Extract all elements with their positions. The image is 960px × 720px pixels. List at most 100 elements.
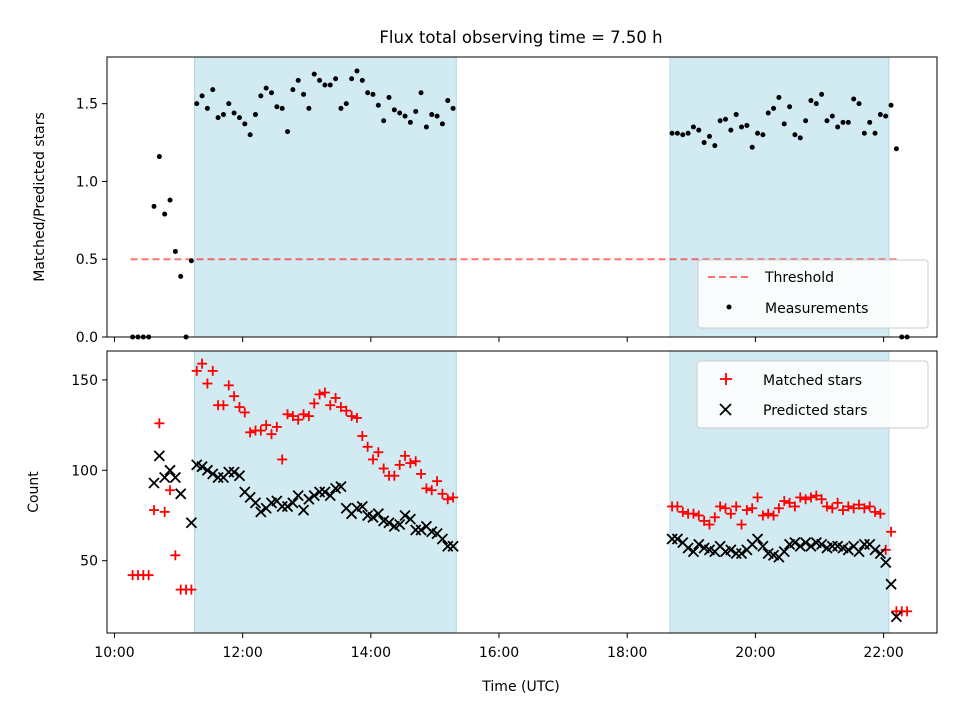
predicted-star-point <box>399 509 411 522</box>
predicted-star-cross-b <box>885 578 897 590</box>
predicted-star-cross-b <box>837 542 849 554</box>
measurement-point <box>781 121 787 127</box>
measurement-point <box>306 105 312 111</box>
count-legend-box <box>696 360 929 429</box>
predicted-star-cross-b <box>874 547 887 560</box>
predicted-star-cross-b <box>164 464 176 476</box>
matched-star-point <box>293 414 304 425</box>
x-tick-label: 18:00 <box>607 645 647 661</box>
predicted-star-point <box>671 533 684 545</box>
predicted-star-cross-b <box>714 540 726 552</box>
predicted-star-cross-b <box>415 524 427 536</box>
predicted-star-cross-b <box>319 486 331 498</box>
matched-star-point <box>886 526 897 537</box>
predicted-star-cross-b <box>693 538 705 551</box>
ratio-measurement-points <box>130 68 910 340</box>
shaded-interval <box>194 57 457 337</box>
measurement-point <box>391 107 397 113</box>
measurement-point <box>669 130 675 136</box>
measurement-point <box>274 104 280 110</box>
matched-star-point <box>709 512 720 523</box>
predicted-star-cross-b <box>255 506 267 518</box>
measurement-point <box>877 112 883 118</box>
matched-star-point <box>426 485 437 496</box>
predicted-star-cross-b <box>394 518 406 531</box>
count-y-axis-label: Count <box>26 471 42 513</box>
predicted-star-point <box>287 497 299 509</box>
predicted-star-cross-b <box>372 508 384 520</box>
predicted-star-point <box>869 544 881 556</box>
predicted-star-cross-b <box>303 493 315 505</box>
measurement-point <box>755 130 761 136</box>
predicted-star-cross-b <box>356 500 368 513</box>
measurement-point <box>407 119 413 125</box>
predicted-star-point <box>276 500 288 513</box>
measurement-point <box>338 105 344 111</box>
measurement-point <box>263 85 269 91</box>
measurement-point <box>728 127 734 133</box>
predicted-star-point <box>255 506 267 518</box>
y-tick-label: 0.0 <box>76 330 98 346</box>
matched-star-point <box>298 409 309 420</box>
measurement-point <box>690 124 696 130</box>
predicted-star-cross-b <box>399 509 411 522</box>
predicted-star-cross-b <box>335 480 347 493</box>
matched-star-point <box>843 501 854 512</box>
matched-star-point <box>688 508 699 519</box>
matched-star-point <box>442 494 453 505</box>
predicted-star-point <box>228 466 240 478</box>
predicted-star-cross-b <box>698 542 710 554</box>
y-tick-label: 0.5 <box>76 252 98 268</box>
measurement-point <box>797 135 803 141</box>
matched-star-point <box>218 400 229 411</box>
matched-star-point <box>277 454 288 465</box>
matched-star-point <box>378 463 389 474</box>
matched-star-point <box>367 454 378 465</box>
predicted-star-cross-b <box>842 544 854 556</box>
predicted-star-cross-b <box>292 489 304 502</box>
predicted-star-cross-b <box>223 466 235 478</box>
measurement-point <box>893 146 899 152</box>
axes-frame <box>106 56 938 338</box>
measurement-point <box>151 203 157 209</box>
predicted-star-cross-b <box>666 533 678 545</box>
matched-stars-points <box>127 358 913 617</box>
matched-star-point <box>747 503 758 514</box>
predicted-star-cross-b <box>442 540 454 552</box>
predicted-star-cross-b <box>287 497 299 509</box>
matched-star-point <box>357 430 368 441</box>
predicted-star-point <box>404 513 417 525</box>
matched-star-point <box>255 425 266 436</box>
measurement-point <box>429 112 435 118</box>
predicted-star-point <box>682 542 694 554</box>
predicted-star-cross-b <box>890 611 903 623</box>
predicted-star-point <box>319 486 331 498</box>
measurement-point <box>226 101 232 107</box>
measurement-point <box>167 197 173 203</box>
predicted-star-point <box>799 536 812 549</box>
measurement-point <box>252 112 258 118</box>
predicted-stars-legend-label: Predicted stars <box>763 403 868 419</box>
measurement-point <box>685 130 691 136</box>
matched-star-point <box>784 497 795 508</box>
predicted-star-cross-b <box>196 461 208 473</box>
matched-star-point <box>271 421 282 432</box>
predicted-star-point <box>842 544 854 556</box>
y-tick-label: 150 <box>71 373 98 389</box>
predicted-star-cross-b <box>799 536 812 549</box>
predicted-star-cross-b <box>725 544 737 556</box>
measurement-point <box>439 121 445 127</box>
x-tick-label: 12:00 <box>222 645 262 661</box>
measurement-point <box>829 113 835 119</box>
predicted-stars-legend-swatch <box>719 403 732 416</box>
predicted-star-cross-b <box>858 538 870 551</box>
measurement-point <box>712 143 718 149</box>
predicted-star-cross-b <box>431 527 443 540</box>
y-tick-label: 1.5 <box>76 97 98 113</box>
predicted-star-point <box>693 538 705 551</box>
matched-star-point <box>234 402 245 413</box>
predicted-star-point <box>233 470 246 482</box>
predicted-star-cross-b <box>207 468 219 480</box>
predicted-star-cross-b <box>233 470 246 482</box>
measurement-point <box>674 130 680 136</box>
